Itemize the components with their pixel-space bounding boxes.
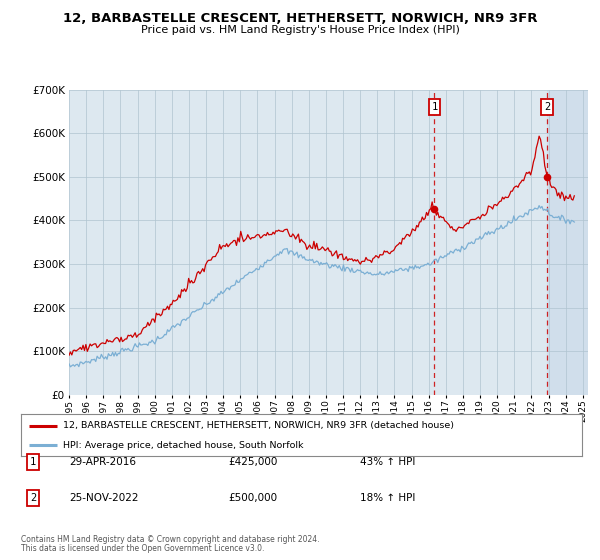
Text: 2: 2: [30, 493, 36, 503]
Text: 18% ↑ HPI: 18% ↑ HPI: [360, 493, 415, 503]
Text: 12, BARBASTELLE CRESCENT, HETHERSETT, NORWICH, NR9 3FR (detached house): 12, BARBASTELLE CRESCENT, HETHERSETT, NO…: [63, 421, 454, 430]
Text: Price paid vs. HM Land Registry's House Price Index (HPI): Price paid vs. HM Land Registry's House …: [140, 25, 460, 35]
Text: 1: 1: [431, 102, 437, 112]
Text: HPI: Average price, detached house, South Norfolk: HPI: Average price, detached house, Sout…: [63, 441, 304, 450]
Text: Contains HM Land Registry data © Crown copyright and database right 2024.: Contains HM Land Registry data © Crown c…: [21, 535, 320, 544]
Text: £425,000: £425,000: [228, 457, 277, 467]
Text: This data is licensed under the Open Government Licence v3.0.: This data is licensed under the Open Gov…: [21, 544, 265, 553]
Text: 25-NOV-2022: 25-NOV-2022: [69, 493, 139, 503]
Bar: [547, 90, 588, 395]
Text: 1: 1: [30, 457, 36, 467]
Text: 29-APR-2016: 29-APR-2016: [69, 457, 136, 467]
Text: 12, BARBASTELLE CRESCENT, HETHERSETT, NORWICH, NR9 3FR: 12, BARBASTELLE CRESCENT, HETHERSETT, NO…: [63, 12, 537, 25]
Text: 2: 2: [544, 102, 550, 112]
Text: 43% ↑ HPI: 43% ↑ HPI: [360, 457, 415, 467]
Text: £500,000: £500,000: [228, 493, 277, 503]
